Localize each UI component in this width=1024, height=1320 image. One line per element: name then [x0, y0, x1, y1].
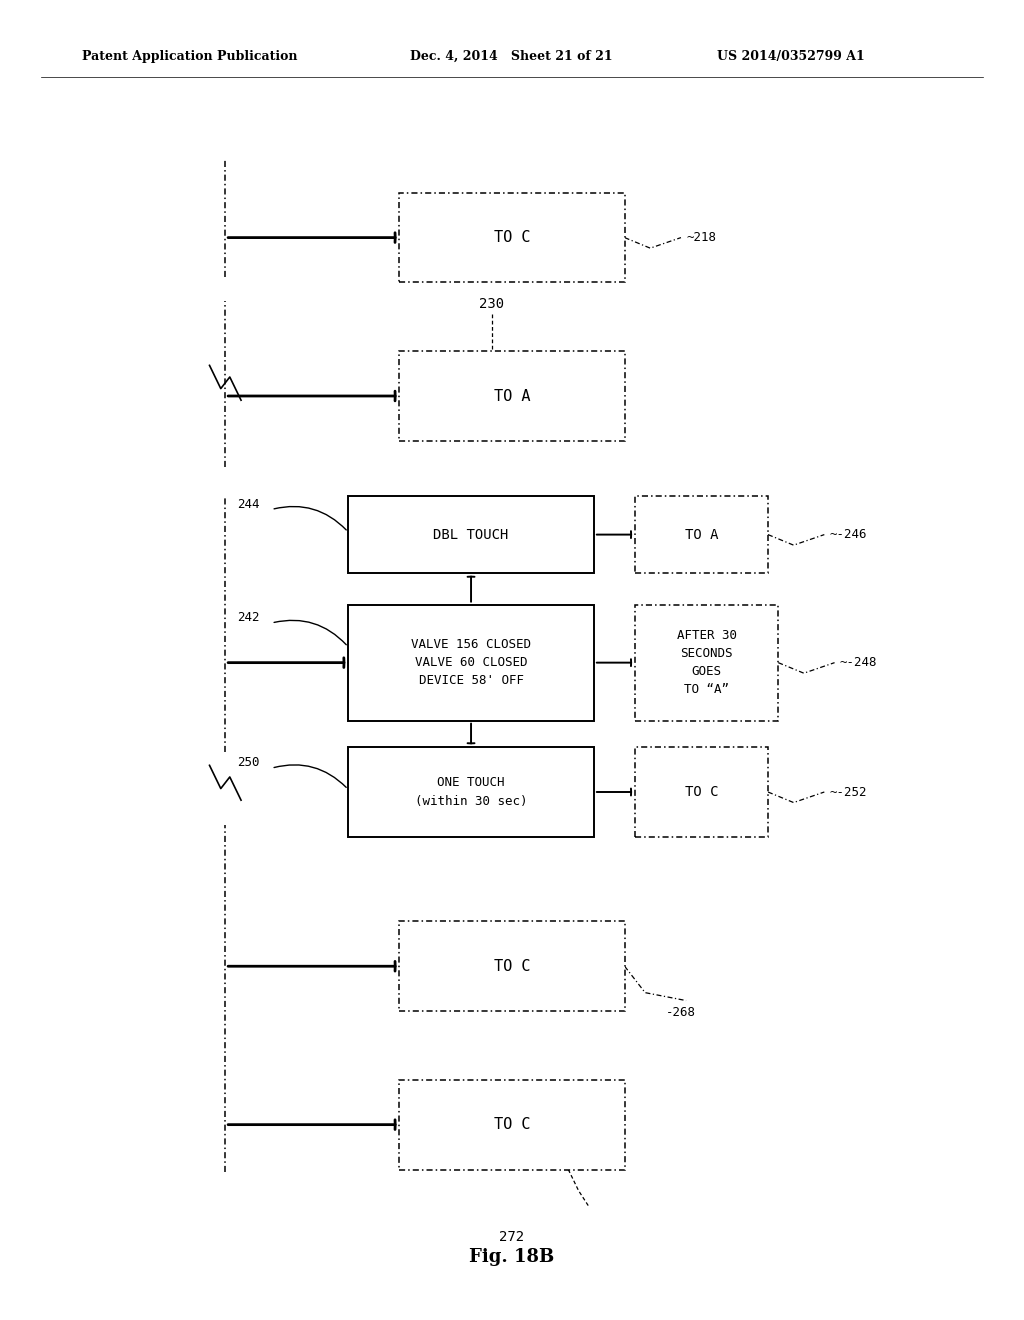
Text: Fig. 18B: Fig. 18B — [469, 1247, 555, 1266]
Bar — [348, 496, 594, 573]
Text: 230: 230 — [479, 297, 504, 310]
Text: VALVE 156 CLOSED
VALVE 60 CLOSED
DEVICE 58' OFF: VALVE 156 CLOSED VALVE 60 CLOSED DEVICE … — [411, 638, 531, 688]
Bar — [399, 921, 625, 1011]
Bar — [399, 1080, 625, 1170]
Text: -268: -268 — [666, 1006, 695, 1019]
Text: AFTER 30
SECONDS
GOES
TO “A”: AFTER 30 SECONDS GOES TO “A” — [677, 630, 736, 696]
Text: ~-248: ~-248 — [840, 656, 878, 669]
Bar — [399, 193, 625, 282]
Text: TO C: TO C — [494, 230, 530, 246]
Text: Dec. 4, 2014   Sheet 21 of 21: Dec. 4, 2014 Sheet 21 of 21 — [410, 50, 612, 63]
Bar — [399, 351, 625, 441]
Text: TO C: TO C — [685, 785, 718, 799]
Text: ~-246: ~-246 — [829, 528, 867, 541]
Text: 242: 242 — [238, 611, 260, 624]
Text: 272: 272 — [500, 1230, 524, 1245]
FancyArrowPatch shape — [274, 764, 346, 787]
FancyArrowPatch shape — [274, 620, 346, 644]
Text: ONE TOUCH
(within 30 sec): ONE TOUCH (within 30 sec) — [415, 776, 527, 808]
Text: Patent Application Publication: Patent Application Publication — [82, 50, 297, 63]
Text: US 2014/0352799 A1: US 2014/0352799 A1 — [717, 50, 864, 63]
Bar — [348, 605, 594, 721]
Bar — [635, 605, 778, 721]
Text: ~218: ~218 — [686, 231, 716, 244]
FancyArrowPatch shape — [274, 507, 346, 529]
Text: 244: 244 — [238, 498, 260, 511]
Text: TO C: TO C — [494, 958, 530, 974]
Text: DBL TOUCH: DBL TOUCH — [433, 528, 509, 541]
Bar — [635, 496, 768, 573]
Text: TO C: TO C — [494, 1117, 530, 1133]
Text: TO A: TO A — [494, 388, 530, 404]
Text: 250: 250 — [238, 756, 260, 770]
Text: ~-252: ~-252 — [829, 785, 867, 799]
Bar — [348, 747, 594, 837]
Bar — [635, 747, 768, 837]
Text: TO A: TO A — [685, 528, 718, 541]
